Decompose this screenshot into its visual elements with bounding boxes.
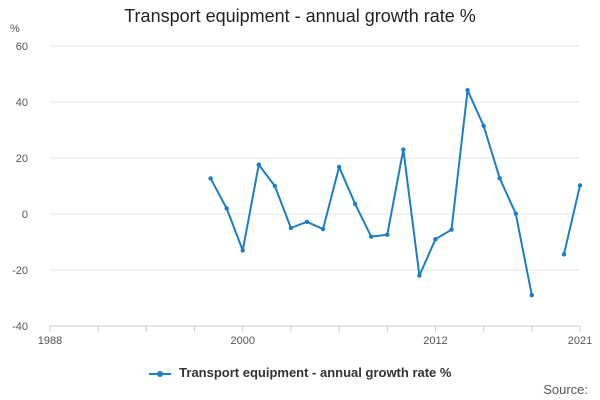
x-tick-label: 2012 bbox=[423, 335, 447, 347]
data-point[interactable] bbox=[465, 88, 470, 93]
series-line[interactable] bbox=[209, 89, 533, 296]
y-tick-label: 20 bbox=[16, 153, 28, 165]
data-point[interactable] bbox=[224, 206, 229, 211]
legend-label: Transport equipment - annual growth rate… bbox=[179, 365, 452, 380]
y-tick-label: -40 bbox=[12, 321, 28, 333]
data-point[interactable] bbox=[417, 273, 422, 278]
legend[interactable]: Transport equipment - annual growth rate… bbox=[0, 365, 600, 380]
data-point[interactable] bbox=[272, 183, 278, 189]
data-point[interactable] bbox=[401, 147, 406, 152]
data-point[interactable] bbox=[449, 227, 454, 232]
data-point[interactable] bbox=[240, 248, 245, 253]
y-tick-label: -20 bbox=[12, 265, 28, 277]
data-point[interactable] bbox=[288, 225, 294, 231]
y-tick-label: 40 bbox=[16, 97, 28, 109]
data-point[interactable] bbox=[497, 175, 502, 181]
y-axis-unit-label: % bbox=[10, 23, 20, 35]
chart-title: Transport equipment - annual growth rate… bbox=[124, 6, 476, 26]
gridlines bbox=[50, 45, 580, 327]
source-label: Source: bbox=[543, 382, 588, 397]
x-tick-label: 2021 bbox=[568, 335, 592, 347]
x-tick-label: 1988 bbox=[38, 335, 62, 347]
data-point[interactable] bbox=[529, 293, 535, 298]
data-point[interactable] bbox=[320, 226, 326, 232]
data-point[interactable] bbox=[304, 219, 310, 225]
y-axis: -40 -20 0 20 40 60 bbox=[12, 41, 28, 333]
data-point[interactable] bbox=[561, 252, 567, 257]
data-point[interactable] bbox=[385, 232, 390, 237]
y-tick-label: 60 bbox=[16, 41, 28, 53]
data-point[interactable] bbox=[336, 164, 342, 170]
x-tick-labels: 1988 2000 2012 2021 bbox=[38, 335, 592, 347]
data-point[interactable] bbox=[256, 162, 261, 167]
legend-line-marker-icon bbox=[148, 370, 171, 377]
y-tick-label: 0 bbox=[22, 209, 28, 221]
x-tick-label: 2000 bbox=[230, 335, 254, 347]
data-point[interactable] bbox=[577, 183, 583, 188]
data-point[interactable] bbox=[433, 237, 438, 242]
x-axis bbox=[49, 325, 581, 332]
data-series[interactable] bbox=[208, 88, 583, 298]
data-point[interactable] bbox=[208, 176, 213, 181]
data-point[interactable] bbox=[481, 123, 486, 128]
series-line[interactable] bbox=[562, 185, 581, 255]
data-point[interactable] bbox=[513, 211, 518, 216]
data-point[interactable] bbox=[369, 234, 374, 239]
data-point[interactable] bbox=[352, 201, 358, 207]
